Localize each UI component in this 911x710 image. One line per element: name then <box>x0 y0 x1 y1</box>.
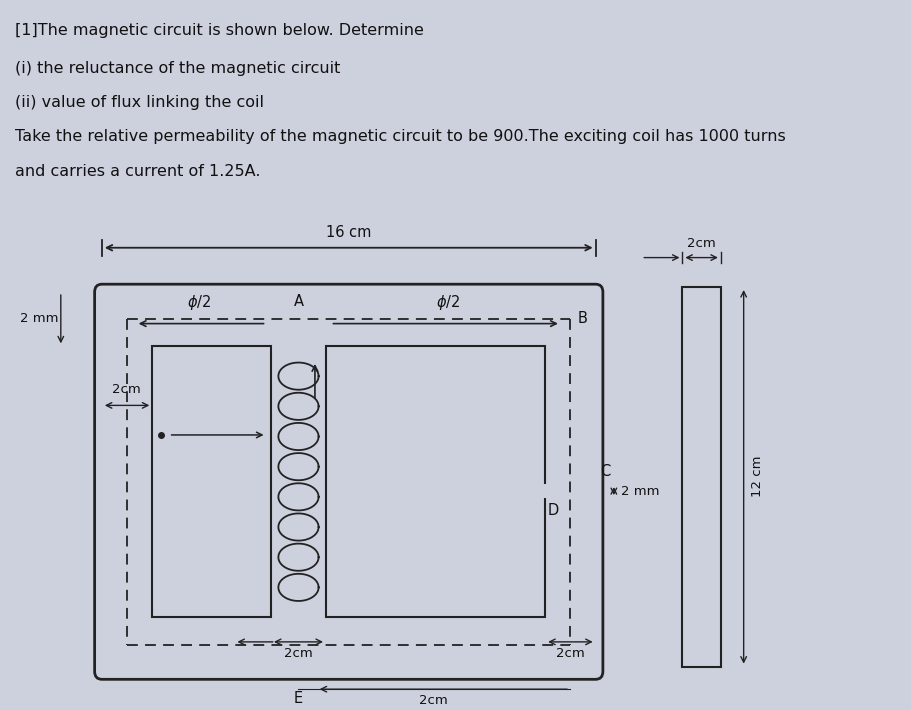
Bar <box>544 484 598 498</box>
Text: (ii) value of flux linking the coil: (ii) value of flux linking the coil <box>15 95 264 110</box>
Text: Take the relative permeability of the magnetic circuit to be 900.The exciting co: Take the relative permeability of the ma… <box>15 129 786 145</box>
Text: 2cm: 2cm <box>112 383 141 395</box>
Text: E: E <box>294 691 303 706</box>
Text: 2cm: 2cm <box>284 647 312 660</box>
Text: $\phi$/2: $\phi$/2 <box>435 293 459 312</box>
Text: C: C <box>600 464 610 479</box>
Text: 2cm: 2cm <box>419 694 448 707</box>
Text: A: A <box>293 294 303 309</box>
Text: D: D <box>548 503 558 518</box>
Text: 2cm: 2cm <box>687 236 716 250</box>
Text: 2cm: 2cm <box>556 647 584 660</box>
Text: [1]The magnetic circuit is shown below. Determine: [1]The magnetic circuit is shown below. … <box>15 23 424 38</box>
Text: 1.25A: 1.25A <box>170 406 213 421</box>
Text: $\phi$/2: $\phi$/2 <box>187 293 210 312</box>
Text: and carries a current of 1.25A.: and carries a current of 1.25A. <box>15 164 261 179</box>
Text: 2 mm: 2 mm <box>20 312 58 325</box>
Bar <box>152 346 271 617</box>
Text: 2 mm: 2 mm <box>621 485 660 498</box>
Text: 16 cm: 16 cm <box>326 225 372 240</box>
Bar <box>682 287 721 667</box>
Text: 12 cm: 12 cm <box>751 456 764 497</box>
Text: G: G <box>156 464 168 479</box>
Bar <box>326 346 546 617</box>
Text: (i) the reluctance of the magnetic circuit: (i) the reluctance of the magnetic circu… <box>15 60 341 75</box>
Text: F: F <box>156 588 164 603</box>
Text: $\phi$: $\phi$ <box>326 376 337 395</box>
Text: B: B <box>578 311 588 326</box>
